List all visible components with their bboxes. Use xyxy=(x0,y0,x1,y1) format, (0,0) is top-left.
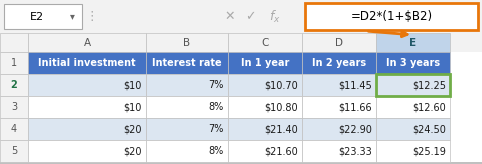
Text: 7%: 7% xyxy=(209,124,224,134)
Bar xyxy=(146,118,228,140)
Bar xyxy=(0,162,482,164)
Bar xyxy=(28,33,146,52)
Bar xyxy=(376,33,450,52)
Bar xyxy=(146,74,228,96)
Text: $22.90: $22.90 xyxy=(338,124,372,134)
Text: $21.40: $21.40 xyxy=(264,124,298,134)
Text: $20: $20 xyxy=(123,124,142,134)
Bar xyxy=(0,33,482,52)
Bar xyxy=(0,118,28,140)
Bar xyxy=(228,33,302,52)
Text: D: D xyxy=(335,38,343,48)
Text: $23.33: $23.33 xyxy=(338,146,372,156)
Bar xyxy=(228,52,302,74)
Bar xyxy=(228,118,302,140)
Text: $20: $20 xyxy=(123,146,142,156)
Bar xyxy=(228,74,302,96)
Bar xyxy=(28,52,146,74)
Bar xyxy=(302,96,376,118)
Text: $11.45: $11.45 xyxy=(338,80,372,90)
Bar xyxy=(302,118,376,140)
Text: 4: 4 xyxy=(11,124,17,134)
Bar xyxy=(4,4,82,29)
Text: $21.60: $21.60 xyxy=(264,146,298,156)
Bar xyxy=(302,140,376,162)
Text: $10.80: $10.80 xyxy=(264,102,298,112)
Text: 3: 3 xyxy=(11,102,17,112)
Bar xyxy=(302,33,376,52)
Text: ✓: ✓ xyxy=(245,10,255,23)
Text: ✕: ✕ xyxy=(225,10,235,23)
Bar xyxy=(0,33,28,52)
Text: $24.50: $24.50 xyxy=(412,124,446,134)
Text: A: A xyxy=(83,38,91,48)
Bar xyxy=(376,96,450,118)
Bar xyxy=(302,74,376,96)
Text: $10: $10 xyxy=(123,80,142,90)
Bar xyxy=(146,33,228,52)
Text: Initial investment: Initial investment xyxy=(38,58,136,68)
Bar xyxy=(0,52,28,74)
Text: $25.19: $25.19 xyxy=(412,146,446,156)
Bar xyxy=(376,140,450,162)
Text: In 2 years: In 2 years xyxy=(312,58,366,68)
Bar xyxy=(28,96,146,118)
Bar xyxy=(376,52,450,74)
Text: $12.25: $12.25 xyxy=(412,80,446,90)
Bar xyxy=(376,118,450,140)
Text: 5: 5 xyxy=(11,146,17,156)
Text: =D2*(1+$B2): =D2*(1+$B2) xyxy=(350,10,432,23)
Text: 1: 1 xyxy=(11,58,17,68)
Text: ▾: ▾ xyxy=(69,11,74,21)
Text: 8%: 8% xyxy=(209,102,224,112)
Text: $12.60: $12.60 xyxy=(412,102,446,112)
Bar xyxy=(0,140,28,162)
Bar xyxy=(28,74,146,96)
Text: $11.66: $11.66 xyxy=(338,102,372,112)
Bar xyxy=(228,96,302,118)
Text: $10: $10 xyxy=(123,102,142,112)
Text: 2: 2 xyxy=(11,80,17,90)
Bar xyxy=(0,74,28,96)
Bar xyxy=(28,118,146,140)
Bar xyxy=(146,96,228,118)
Text: Interest rate: Interest rate xyxy=(152,58,222,68)
Text: 7%: 7% xyxy=(209,80,224,90)
Bar xyxy=(228,140,302,162)
Bar xyxy=(376,74,450,96)
Text: E: E xyxy=(409,38,416,48)
Bar xyxy=(0,96,28,118)
Bar xyxy=(305,3,478,30)
Text: C: C xyxy=(261,38,268,48)
Text: $f_x$: $f_x$ xyxy=(269,9,281,25)
Text: E2: E2 xyxy=(30,11,44,21)
Bar xyxy=(0,0,482,33)
Text: $10.70: $10.70 xyxy=(264,80,298,90)
Bar xyxy=(376,74,450,96)
Bar xyxy=(28,140,146,162)
Text: B: B xyxy=(184,38,190,48)
Text: In 1 year: In 1 year xyxy=(241,58,289,68)
Bar xyxy=(146,140,228,162)
Text: ⋮: ⋮ xyxy=(86,10,98,23)
Text: 8%: 8% xyxy=(209,146,224,156)
Text: In 3 years: In 3 years xyxy=(386,58,440,68)
Bar xyxy=(302,52,376,74)
Bar xyxy=(146,52,228,74)
